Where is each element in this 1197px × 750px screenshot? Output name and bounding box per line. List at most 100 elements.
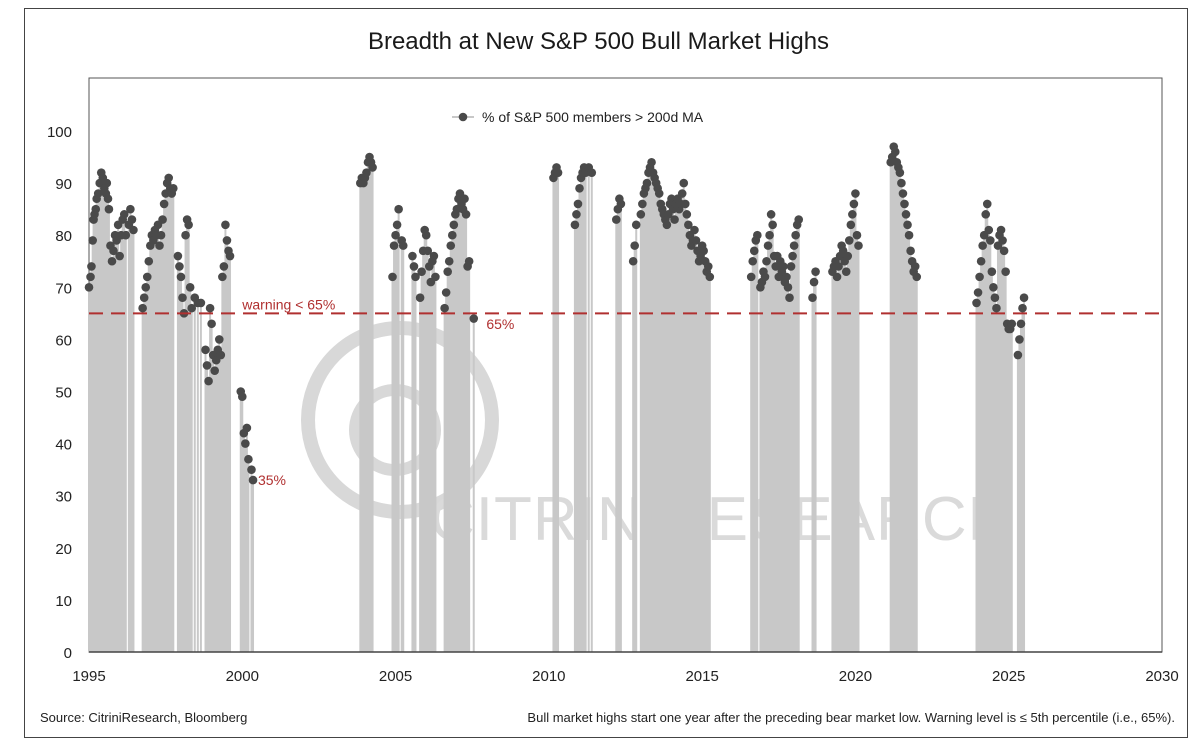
data-point [808,293,817,303]
data-point [973,288,983,297]
data-point [1013,350,1023,360]
x-tick-label: 1995 [72,668,105,685]
data-point [389,241,399,250]
data-point [214,335,224,344]
y-tick-label: 50 [55,385,72,402]
data-point [440,303,449,313]
data-point [989,283,998,292]
data-point [431,272,440,282]
data-point [680,199,690,209]
y-tick-label: 100 [47,124,72,141]
data-point [104,204,114,214]
data-point [852,230,862,240]
data-point [834,262,843,271]
data-point [417,267,426,276]
data-point [587,168,597,177]
data-point [423,246,433,256]
data-point [912,272,922,282]
data-point [460,194,469,204]
data-point [449,220,459,230]
data-point [461,210,471,219]
data-point [91,204,101,214]
data-point [159,199,169,209]
data-point [219,262,229,271]
data-point [705,272,715,282]
y-tick-label: 0 [64,645,72,662]
data-point [844,236,854,245]
data-point [841,267,851,276]
data-point [121,230,131,240]
data-point [398,241,408,250]
data-point [895,168,905,177]
data-point [553,168,563,177]
data-point [679,178,689,188]
data-point [786,262,796,271]
x-tick-label: 2005 [379,668,412,685]
data-point [975,272,984,282]
data-point [636,210,646,219]
data-point [998,236,1007,245]
data-point [362,168,371,177]
warning-line-label: warning < 65% [241,296,335,312]
y-tick-label: 70 [55,280,72,297]
x-tick-label: 2020 [839,668,872,685]
x-tick-label: 2025 [992,668,1025,685]
data-point [978,241,987,250]
data-point [181,230,190,240]
data-point [441,288,451,297]
data-point [791,230,800,240]
data-point [976,256,986,266]
data-point [848,210,857,219]
y-tick-label: 20 [55,541,72,558]
data-point [368,163,377,172]
footnote: Bull market highs start one year after t… [527,710,1175,725]
y-tick-label: 40 [55,437,72,454]
data-point [762,256,771,266]
data-point [910,262,920,271]
data-point [783,283,793,292]
y-tick-label: 80 [55,228,72,245]
data-point [109,246,118,256]
data-point [972,298,981,308]
data-point [647,157,656,167]
data-point [446,241,456,250]
data-point [572,210,581,219]
data-point [843,251,853,261]
data-point [990,293,1000,303]
data-point [138,303,147,313]
data-point [469,314,479,323]
data-point [164,173,174,183]
data-point [898,189,908,198]
data-point [703,262,713,271]
data-point [981,210,991,219]
data-point [202,361,212,370]
annotation-label: 35% [258,472,286,488]
data-point [86,272,95,282]
data-point [766,210,776,219]
legend-label: % of S&P 500 members > 200d MA [482,109,704,125]
data-point [999,246,1009,256]
data-point [612,215,621,224]
data-point [139,293,149,303]
data-point [408,251,417,261]
data-point [785,293,794,303]
data-point [184,220,193,230]
data-point [169,184,178,193]
data-point [84,283,94,292]
y-tick-label: 60 [55,332,72,349]
data-point [748,256,758,266]
data-point [391,230,400,240]
data-point [900,199,909,209]
data-point [690,225,699,235]
data-point [746,272,756,282]
data-point [682,210,692,219]
data-point [242,423,252,433]
data-point [141,283,151,292]
data-point [187,303,197,313]
data-point [102,178,112,188]
data-point [247,465,256,474]
data-point [127,215,137,224]
data-point [1019,293,1029,303]
data-point [753,230,762,240]
